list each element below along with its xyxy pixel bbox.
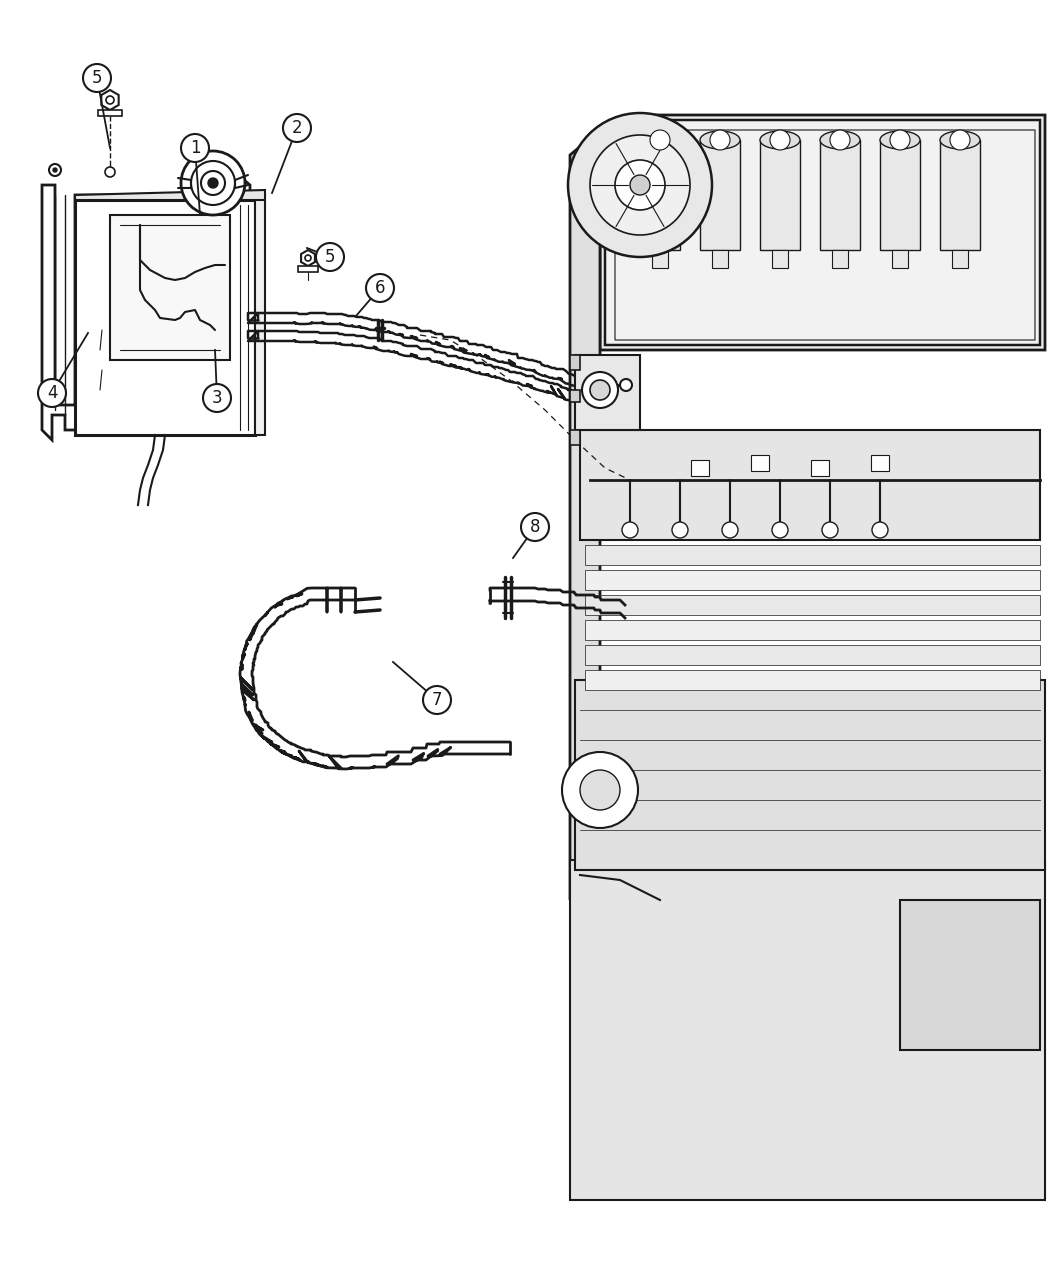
- Text: 1: 1: [190, 139, 201, 157]
- Ellipse shape: [700, 131, 740, 149]
- Ellipse shape: [640, 131, 680, 149]
- Circle shape: [562, 752, 638, 827]
- Circle shape: [83, 64, 111, 92]
- Polygon shape: [751, 455, 769, 470]
- Polygon shape: [820, 140, 860, 250]
- Circle shape: [106, 96, 114, 105]
- Circle shape: [822, 521, 838, 538]
- Text: 7: 7: [432, 691, 442, 709]
- Circle shape: [590, 380, 610, 400]
- Polygon shape: [585, 570, 1040, 590]
- Circle shape: [208, 179, 218, 187]
- Polygon shape: [952, 250, 968, 268]
- Circle shape: [772, 521, 788, 538]
- Circle shape: [580, 770, 620, 810]
- Ellipse shape: [186, 162, 240, 184]
- Text: 4: 4: [47, 384, 58, 402]
- Polygon shape: [580, 430, 1040, 541]
- Polygon shape: [98, 110, 122, 116]
- Text: 8: 8: [530, 518, 541, 536]
- Polygon shape: [691, 460, 709, 476]
- Text: 3: 3: [212, 389, 223, 407]
- Circle shape: [181, 150, 245, 215]
- Circle shape: [423, 686, 452, 714]
- Polygon shape: [570, 130, 600, 900]
- Ellipse shape: [880, 131, 920, 149]
- Circle shape: [615, 159, 665, 210]
- Circle shape: [105, 167, 116, 177]
- Circle shape: [630, 175, 650, 195]
- Polygon shape: [700, 140, 740, 250]
- Circle shape: [284, 113, 311, 142]
- Polygon shape: [42, 175, 250, 440]
- Circle shape: [950, 130, 970, 150]
- Ellipse shape: [940, 131, 980, 149]
- Circle shape: [49, 164, 61, 176]
- Circle shape: [872, 521, 888, 538]
- Polygon shape: [255, 195, 265, 435]
- Polygon shape: [585, 669, 1040, 690]
- Polygon shape: [892, 250, 908, 268]
- Circle shape: [203, 384, 231, 412]
- Polygon shape: [760, 140, 800, 250]
- Circle shape: [38, 379, 66, 407]
- Polygon shape: [75, 200, 255, 435]
- Polygon shape: [832, 250, 848, 268]
- Circle shape: [722, 521, 738, 538]
- Circle shape: [304, 255, 311, 261]
- Circle shape: [521, 513, 549, 541]
- Polygon shape: [880, 140, 920, 250]
- Polygon shape: [605, 120, 1040, 346]
- Polygon shape: [298, 266, 318, 272]
- Circle shape: [590, 135, 690, 235]
- Polygon shape: [190, 184, 238, 200]
- Text: 5: 5: [91, 69, 102, 87]
- Polygon shape: [872, 455, 889, 470]
- Polygon shape: [575, 680, 1045, 870]
- Circle shape: [830, 130, 850, 150]
- Polygon shape: [585, 620, 1040, 640]
- Polygon shape: [772, 250, 788, 268]
- Circle shape: [366, 274, 394, 302]
- Polygon shape: [940, 140, 980, 250]
- Polygon shape: [110, 215, 230, 360]
- Polygon shape: [301, 250, 315, 266]
- Ellipse shape: [760, 131, 800, 149]
- Polygon shape: [585, 645, 1040, 666]
- Circle shape: [650, 130, 670, 150]
- Polygon shape: [585, 595, 1040, 615]
- Polygon shape: [652, 250, 668, 268]
- Polygon shape: [575, 354, 640, 430]
- Text: 6: 6: [375, 279, 385, 297]
- Circle shape: [622, 521, 638, 538]
- Polygon shape: [811, 460, 830, 476]
- Circle shape: [770, 130, 790, 150]
- Circle shape: [52, 168, 57, 172]
- Polygon shape: [900, 900, 1040, 1051]
- Polygon shape: [570, 861, 1045, 1200]
- Circle shape: [582, 372, 618, 408]
- Polygon shape: [75, 190, 265, 200]
- Circle shape: [568, 113, 712, 258]
- Circle shape: [620, 379, 632, 391]
- Polygon shape: [570, 354, 580, 370]
- Polygon shape: [570, 430, 580, 445]
- Ellipse shape: [820, 131, 860, 149]
- Circle shape: [890, 130, 910, 150]
- Polygon shape: [585, 544, 1040, 565]
- Text: 5: 5: [324, 249, 335, 266]
- Circle shape: [710, 130, 730, 150]
- Polygon shape: [640, 140, 680, 250]
- Circle shape: [191, 161, 235, 205]
- Circle shape: [672, 521, 688, 538]
- Text: 2: 2: [292, 119, 302, 136]
- Circle shape: [181, 134, 209, 162]
- Polygon shape: [570, 390, 580, 402]
- Circle shape: [316, 244, 344, 272]
- Polygon shape: [712, 250, 728, 268]
- Polygon shape: [102, 91, 119, 110]
- Polygon shape: [600, 115, 1045, 351]
- Circle shape: [201, 171, 225, 195]
